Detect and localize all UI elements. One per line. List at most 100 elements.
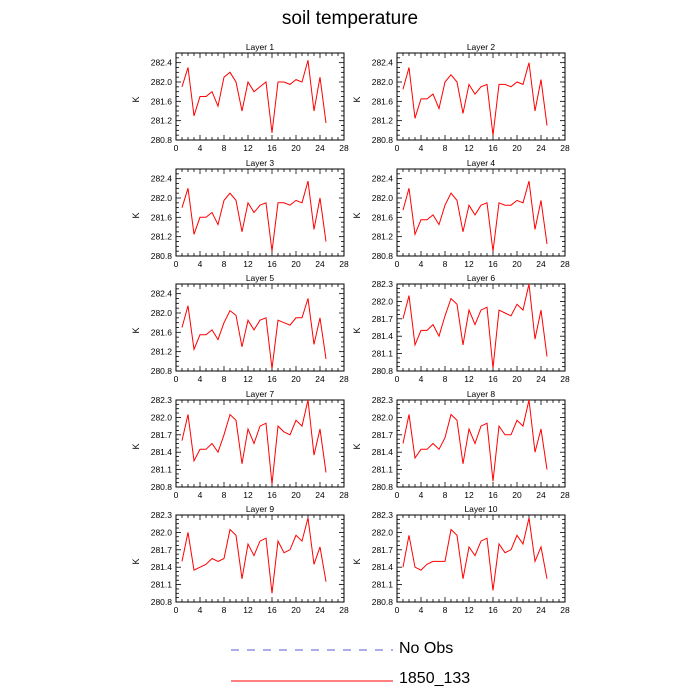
x-tick-label: 4 [198, 374, 203, 384]
plot-frame [396, 52, 566, 141]
x-tick-label: 20 [512, 374, 522, 384]
x-tick-label: 4 [419, 374, 424, 384]
panel-layer-5: Layer 5 K 0 4 8 12 16 20 24 28 280.8 281.2 281.6 282.… [131, 273, 349, 384]
x-tick-label: 4 [419, 490, 424, 500]
y-tick-label: 280.8 [372, 482, 394, 492]
panel-title: Layer 1 [246, 42, 275, 52]
series-line-1850-133 [402, 180, 548, 252]
x-tick-label: 8 [222, 374, 227, 384]
x-tick-label: 28 [339, 143, 349, 153]
figure-title: soil temperature [281, 8, 419, 29]
x-tick-label: 0 [395, 259, 400, 269]
y-tick-label: 281.2 [151, 347, 173, 357]
series-line-1850-133 [181, 399, 327, 485]
panel-layer-10: Layer 10 K 0 4 8 12 16 20 24 28 280.8 281.1 281.4 281… [352, 504, 570, 615]
x-tick-label: 24 [315, 374, 325, 384]
y-tick-label: 280.8 [151, 482, 173, 492]
x-tick-label: 28 [560, 605, 570, 615]
x-tick-label: 4 [198, 490, 203, 500]
y-tick-label: 282.4 [372, 58, 394, 68]
y-tick-label: 282.0 [151, 193, 173, 203]
y-tick-label: 282.0 [372, 412, 394, 422]
y-tick-label: 281.7 [151, 545, 173, 555]
x-tick-label: 8 [222, 605, 227, 615]
x-tick-label: 16 [267, 605, 277, 615]
y-tick-label: 282.0 [372, 193, 394, 203]
x-tick-label: 20 [512, 605, 522, 615]
series-line-1850-133 [402, 399, 548, 482]
y-tick-label: 282.0 [372, 77, 394, 87]
y-tick-label: 282.3 [372, 510, 394, 520]
y-axis-label: K [131, 212, 141, 218]
y-tick-label: 281.4 [372, 447, 394, 457]
y-tick-label: 280.8 [151, 135, 173, 145]
x-tick-label: 8 [443, 374, 448, 384]
y-tick-label: 281.1 [372, 465, 394, 475]
y-tick-label: 280.8 [151, 366, 173, 376]
y-tick-label: 280.8 [151, 597, 173, 607]
series-line-1850-133 [181, 180, 327, 252]
y-tick-label: 281.7 [372, 545, 394, 555]
x-tick-label: 0 [174, 605, 179, 615]
panel-title: Layer 3 [246, 158, 275, 168]
panel-layer-4: Layer 4 K 0 4 8 12 16 20 24 28 280.8 281.2 281.6 282.… [352, 158, 570, 269]
x-tick-label: 20 [512, 259, 522, 269]
x-tick-label: 16 [488, 605, 498, 615]
x-tick-label: 24 [315, 143, 325, 153]
y-tick-label: 281.6 [151, 212, 173, 222]
panel-layer-8: Layer 8 K 0 4 8 12 16 20 24 28 280.8 281.1 281.4 281.… [352, 389, 570, 500]
x-tick-label: 12 [464, 143, 474, 153]
y-tick-label: 281.4 [372, 562, 394, 572]
x-tick-label: 24 [536, 259, 546, 269]
x-tick-label: 24 [315, 490, 325, 500]
x-tick-label: 8 [443, 143, 448, 153]
y-tick-label: 281.2 [372, 232, 394, 242]
y-tick-label: 281.1 [372, 580, 394, 590]
y-axis-label: K [352, 443, 362, 449]
panel-title: Layer 2 [467, 42, 496, 52]
y-tick-label: 281.1 [151, 580, 173, 590]
plot-frame [396, 399, 566, 488]
plot-frame [175, 399, 345, 488]
x-tick-label: 24 [536, 374, 546, 384]
x-tick-label: 4 [198, 143, 203, 153]
y-tick-label: 282.3 [151, 510, 173, 520]
series-line-1850-133 [181, 298, 327, 369]
x-tick-label: 20 [291, 259, 301, 269]
x-tick-label: 20 [291, 374, 301, 384]
series-line-1850-133 [402, 283, 548, 369]
x-tick-label: 0 [395, 605, 400, 615]
y-tick-label: 281.6 [372, 212, 394, 222]
legend-label-model: 1850_133 [399, 670, 471, 687]
y-tick-label: 282.0 [372, 527, 394, 537]
y-tick-label: 282.0 [151, 527, 173, 537]
x-tick-label: 8 [443, 605, 448, 615]
x-tick-label: 0 [174, 374, 179, 384]
panel-title: Layer 5 [246, 273, 275, 283]
x-tick-label: 20 [291, 490, 301, 500]
x-tick-label: 0 [174, 490, 179, 500]
x-tick-label: 8 [222, 143, 227, 153]
y-tick-label: 282.3 [151, 395, 173, 405]
x-tick-label: 8 [443, 259, 448, 269]
series-line-1850-133 [402, 62, 548, 136]
x-tick-label: 16 [488, 259, 498, 269]
x-tick-label: 16 [267, 490, 277, 500]
y-tick-label: 282.4 [151, 289, 173, 299]
x-tick-label: 16 [267, 259, 277, 269]
x-tick-label: 0 [395, 143, 400, 153]
x-tick-label: 28 [560, 490, 570, 500]
y-tick-label: 282.3 [372, 395, 394, 405]
x-tick-label: 0 [395, 374, 400, 384]
x-tick-label: 8 [443, 490, 448, 500]
y-tick-label: 282.0 [151, 308, 173, 318]
x-tick-label: 28 [560, 374, 570, 384]
plot-frame [175, 283, 345, 372]
x-tick-label: 12 [243, 374, 253, 384]
y-tick-label: 281.6 [151, 96, 173, 106]
y-axis-label: K [352, 212, 362, 218]
x-tick-label: 12 [243, 259, 253, 269]
series-line-1850-133 [402, 517, 548, 591]
plot-frame [175, 514, 345, 603]
x-tick-label: 16 [488, 490, 498, 500]
